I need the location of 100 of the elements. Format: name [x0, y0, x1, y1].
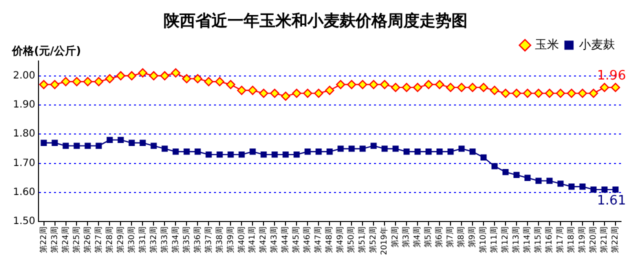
x-tick-label: 第3周	[402, 226, 411, 248]
x-tick-label: 第19周	[578, 226, 587, 253]
point	[84, 142, 91, 149]
data-label: 1.61	[597, 193, 626, 208]
point	[404, 148, 410, 155]
data-label: 1.96	[597, 68, 626, 84]
point	[502, 168, 509, 176]
point	[546, 178, 553, 184]
point	[456, 82, 466, 92]
point	[316, 148, 322, 155]
point	[314, 88, 324, 98]
x-tick-label: 第28周	[104, 226, 114, 253]
x-tick-label: 第11周	[490, 226, 499, 253]
point	[171, 68, 180, 78]
point	[544, 88, 554, 98]
point	[83, 77, 92, 86]
point	[478, 82, 488, 92]
point	[228, 151, 234, 158]
point	[206, 151, 212, 158]
point	[436, 148, 443, 155]
point	[237, 86, 246, 95]
point	[556, 88, 566, 98]
point	[182, 74, 192, 84]
point	[150, 142, 157, 149]
y-tick-label: 1.50	[13, 216, 36, 228]
x-tick-label: 第36周	[192, 226, 202, 253]
point	[610, 82, 620, 92]
point	[40, 140, 47, 146]
x-tick-label: 第44周	[280, 226, 290, 253]
point	[138, 68, 148, 78]
point	[469, 148, 476, 155]
point	[325, 86, 334, 95]
point	[568, 184, 575, 190]
point	[468, 82, 478, 92]
point	[216, 151, 223, 158]
chart-title: 陕西省近一年玉米和小麦麸价格周度走势图	[164, 10, 468, 30]
point	[557, 180, 564, 187]
point	[424, 80, 434, 90]
x-tick-label: 第13周	[512, 226, 521, 253]
x-tick-label: 第15周	[534, 226, 543, 253]
point	[248, 86, 258, 95]
legend-label: 小麦麸	[579, 37, 615, 52]
point	[149, 71, 158, 80]
point	[162, 146, 168, 152]
point	[106, 136, 113, 144]
x-tick-label: 第25周	[72, 226, 81, 253]
x-tick-label: 第24周	[60, 226, 70, 253]
point	[588, 88, 598, 98]
point	[347, 80, 356, 90]
x-tick-label: 第21周	[600, 226, 609, 253]
x-tick-label: 第41周	[248, 226, 257, 253]
point	[579, 184, 586, 190]
x-tick-label: 第39周	[226, 226, 235, 253]
x-tick-label: 第2周	[390, 226, 400, 248]
point	[118, 136, 124, 144]
point	[303, 88, 312, 98]
point	[270, 88, 280, 98]
x-tick-label: 第48周	[324, 226, 334, 253]
point	[260, 151, 267, 158]
y-tick-label: 1.70	[13, 158, 36, 169]
point	[238, 151, 245, 158]
x-tick-label: 第33周	[160, 226, 169, 253]
point	[96, 142, 102, 149]
point	[105, 74, 114, 84]
point	[116, 71, 126, 80]
point	[370, 142, 377, 149]
point	[94, 77, 104, 86]
point	[490, 86, 500, 95]
point	[72, 77, 82, 86]
point	[282, 151, 289, 158]
x-tick-label: 第50周	[346, 226, 356, 253]
x-tick-label: 第12周	[500, 226, 510, 253]
point	[578, 88, 588, 98]
point	[380, 80, 390, 90]
x-tick-label: 第22周	[38, 226, 48, 253]
x-tick-label: 第34周	[170, 226, 180, 253]
x-tick-label: 第49周	[336, 226, 345, 253]
y-tick-label: 1.60	[13, 187, 36, 198]
point	[281, 92, 290, 101]
point	[74, 142, 80, 149]
point	[448, 148, 454, 155]
x-tick-label: 第43周	[270, 226, 279, 253]
point	[259, 88, 268, 98]
x-tick-label: 第29周	[116, 226, 125, 253]
x-tick-label: 第23周	[50, 226, 59, 253]
y-tick-label: 2.00	[13, 70, 36, 82]
point	[612, 186, 619, 193]
point	[491, 163, 498, 170]
x-tick-label: 第31周	[138, 226, 147, 253]
point	[140, 140, 146, 146]
point	[204, 77, 214, 86]
point	[336, 80, 346, 90]
point	[522, 88, 532, 98]
x-tick-label: 第37周	[204, 226, 213, 253]
point	[52, 140, 58, 146]
y-tick-label: 1.80	[13, 128, 36, 140]
point	[62, 142, 69, 149]
point	[50, 80, 60, 90]
point	[535, 178, 542, 184]
point	[600, 82, 610, 92]
